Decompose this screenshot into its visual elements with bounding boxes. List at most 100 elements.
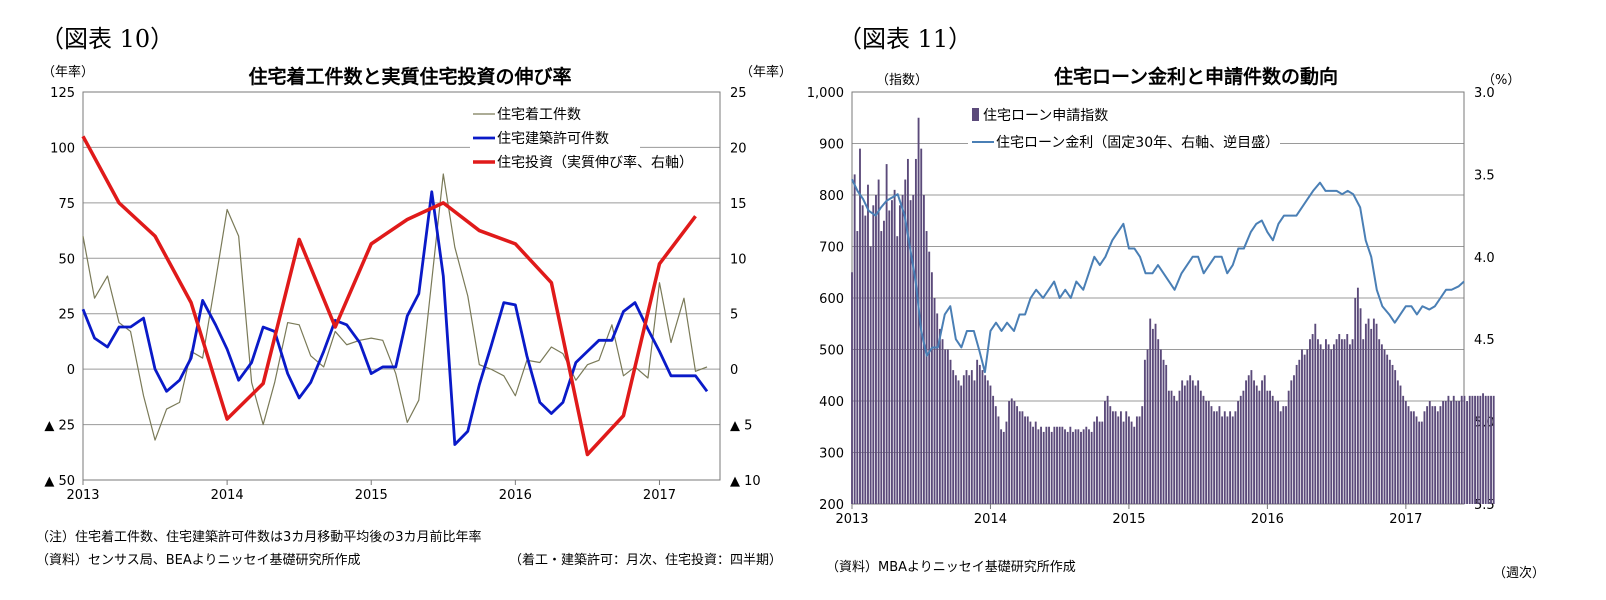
bar xyxy=(914,158,917,504)
bar xyxy=(891,200,893,504)
right-source: （資料）MBAよりニッセイ基礎研究所作成 xyxy=(826,560,1076,575)
bar xyxy=(893,189,896,504)
bar xyxy=(1098,421,1101,504)
y-left-tick-label: 200 xyxy=(819,498,844,513)
bar xyxy=(1458,401,1461,504)
bar xyxy=(1402,395,1405,504)
y-right-tick-label: 5.5 xyxy=(1474,498,1495,513)
bar xyxy=(1482,393,1484,504)
y-right-tick-label: 15 xyxy=(730,197,747,212)
bar xyxy=(1351,339,1354,504)
bar xyxy=(1050,431,1053,504)
y-left-tick-label: 125 xyxy=(50,86,75,101)
series-line xyxy=(851,178,1465,374)
bar xyxy=(1306,349,1309,504)
bar xyxy=(1490,395,1492,504)
legend-label: 住宅投資（実質伸び率、右軸） xyxy=(497,154,693,171)
bar xyxy=(1149,318,1152,504)
bar xyxy=(1439,406,1442,504)
bar xyxy=(1074,429,1077,504)
bar xyxy=(1231,416,1234,504)
bar xyxy=(1088,429,1090,504)
bar xyxy=(864,215,867,504)
bar xyxy=(962,375,965,504)
bar xyxy=(1372,318,1375,504)
bar xyxy=(1080,431,1082,504)
bar xyxy=(1093,421,1096,504)
bar xyxy=(984,375,987,504)
series-line xyxy=(82,173,708,441)
bar xyxy=(1064,429,1066,504)
bar xyxy=(1191,380,1194,504)
bar xyxy=(1085,426,1088,504)
bar xyxy=(901,195,904,504)
x-tick-label: 2017 xyxy=(643,488,676,503)
bar xyxy=(869,246,872,504)
bar xyxy=(1428,401,1431,504)
bar xyxy=(1474,395,1476,504)
bar xyxy=(1199,390,1202,504)
bar xyxy=(1226,416,1229,504)
bar xyxy=(1146,349,1149,504)
bar xyxy=(1348,344,1351,504)
bar xyxy=(936,313,939,504)
y-right-tick-label: 10 xyxy=(730,252,747,267)
bar xyxy=(1183,385,1186,504)
bar xyxy=(933,298,936,504)
bar xyxy=(1159,349,1162,504)
bar xyxy=(997,416,1000,504)
bar xyxy=(1287,390,1290,504)
bar xyxy=(1330,349,1333,504)
bar xyxy=(861,205,864,505)
bar xyxy=(1325,339,1327,504)
bar xyxy=(1125,411,1128,504)
x-tick-label: 2013 xyxy=(835,512,868,527)
bar xyxy=(1346,334,1349,504)
bar xyxy=(1175,401,1178,504)
bar xyxy=(877,179,880,505)
bar xyxy=(1018,411,1021,504)
bar xyxy=(1420,421,1423,504)
bar xyxy=(1215,411,1218,504)
bar xyxy=(1117,416,1120,504)
y-right-tick-label: 5 xyxy=(730,308,738,323)
legend-swatch xyxy=(972,108,979,121)
bar xyxy=(906,158,909,504)
bar xyxy=(1005,421,1008,504)
bar xyxy=(883,220,885,504)
bar xyxy=(1338,334,1341,504)
bar xyxy=(1069,426,1072,504)
bar xyxy=(957,380,960,504)
bar xyxy=(1165,364,1168,504)
bar xyxy=(922,195,925,504)
bar xyxy=(941,339,944,504)
y-right-tick-label: 20 xyxy=(730,141,747,156)
bar xyxy=(1426,406,1429,504)
bar xyxy=(1340,339,1343,504)
bar xyxy=(960,385,963,504)
bar xyxy=(1298,359,1301,504)
bar xyxy=(1479,395,1482,504)
bar xyxy=(1135,416,1138,504)
bar xyxy=(1138,416,1141,504)
bar xyxy=(1282,406,1285,504)
bar xyxy=(856,231,859,505)
bar xyxy=(965,370,968,504)
bar xyxy=(1186,380,1189,504)
y-right-tick-label: 3.0 xyxy=(1474,86,1495,101)
bar xyxy=(1277,401,1279,504)
bar xyxy=(1492,395,1495,504)
bar xyxy=(994,406,997,504)
bar xyxy=(1314,323,1317,504)
bar xyxy=(1269,390,1271,504)
bar xyxy=(1383,349,1386,504)
bar xyxy=(1058,426,1061,504)
bar xyxy=(1391,364,1394,504)
bar xyxy=(949,359,952,504)
bar xyxy=(1173,395,1176,504)
y-left-tick-label: 1,000 xyxy=(807,86,844,101)
bar xyxy=(1021,411,1024,504)
right-y-left-unit: （指数） xyxy=(876,73,928,88)
